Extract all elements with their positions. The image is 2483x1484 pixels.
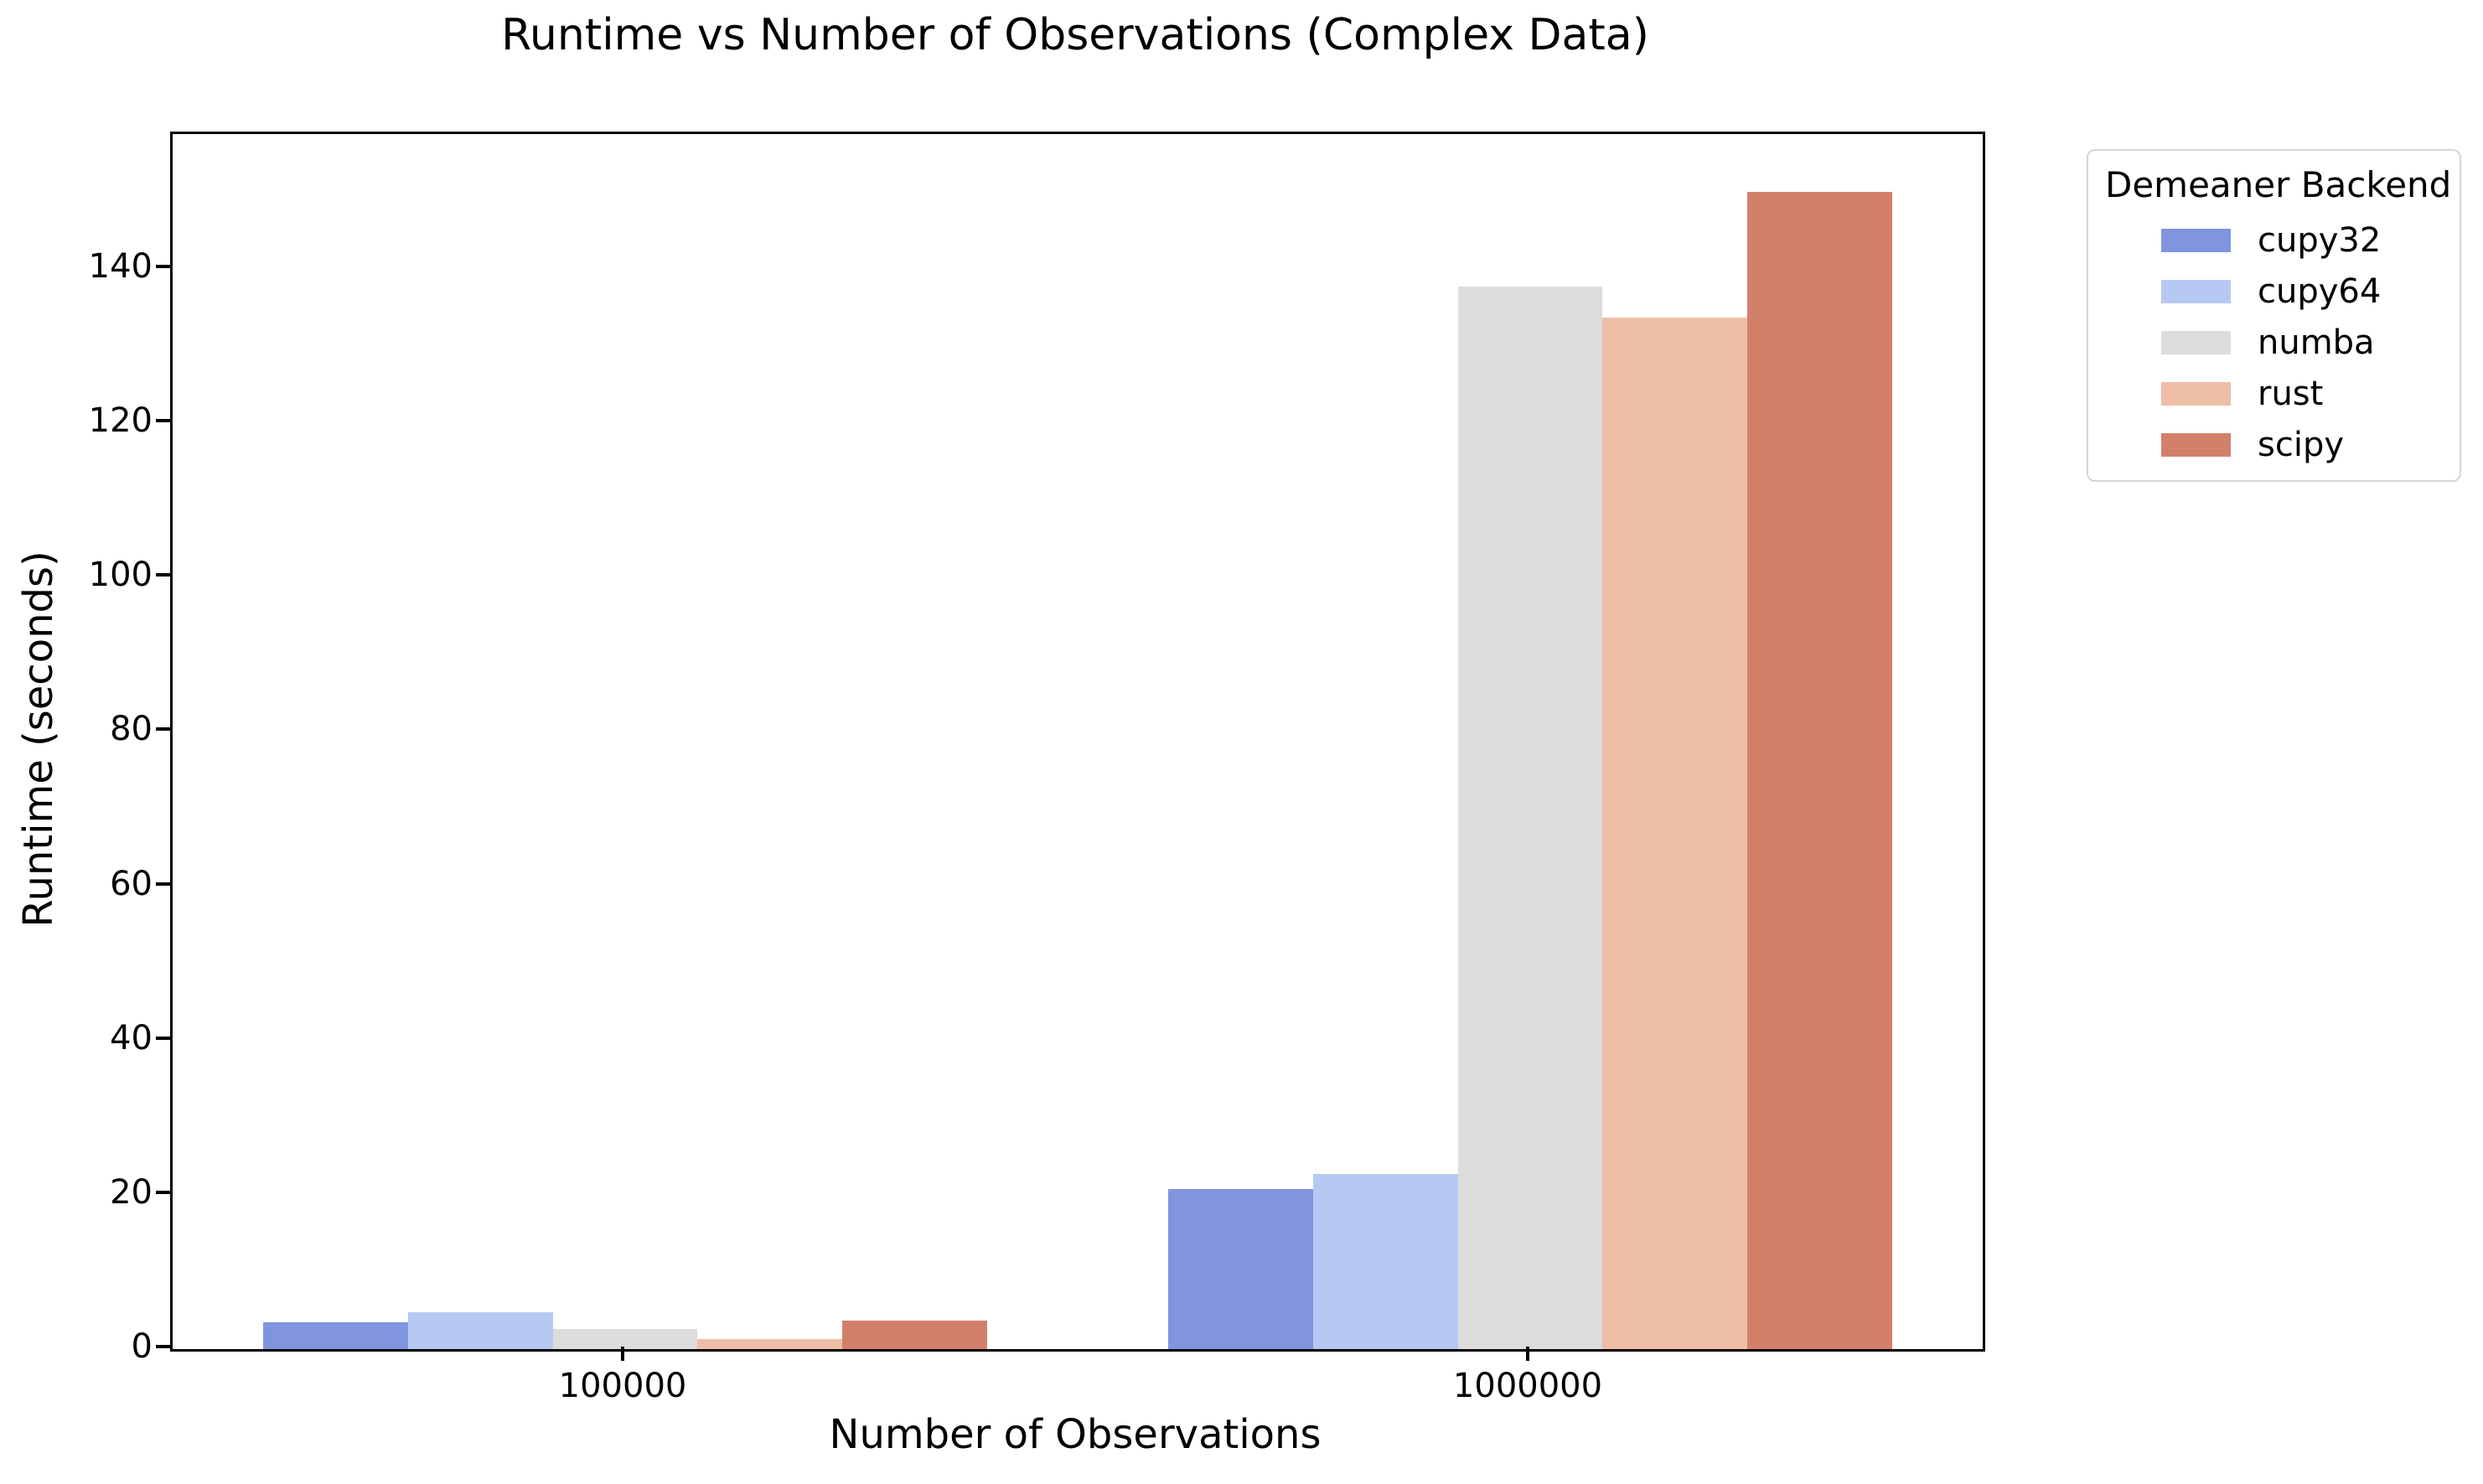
bar-cupy64-1000000 [1312,1174,1458,1349]
y-tick-120 [156,419,170,423]
y-tick-label-140: 140 [88,247,153,287]
y-tick-label-100: 100 [88,556,153,595]
y-tick-label-80: 80 [110,710,153,749]
chart-title: Runtime vs Number of Observations (Compl… [501,10,1649,60]
y-tick-0 [156,1345,170,1348]
y-tick-label-40: 40 [110,1018,153,1057]
y-tick-label-0: 0 [131,1327,153,1366]
y-tick-80 [156,727,170,732]
bar-scipy-100000 [842,1320,987,1349]
legend-item-cupy32: cupy32 [2105,224,2443,257]
legend-swatch-cupy64 [2161,280,2231,303]
legend-label-cupy32: cupy32 [2258,221,2382,260]
legend-item-cupy64: cupy64 [2105,275,2443,308]
bar-numba-100000 [552,1329,698,1349]
x-axis-label: Number of Observations [829,1411,1322,1458]
y-tick-label-60: 60 [110,864,153,903]
bar-scipy-1000000 [1747,192,1892,1349]
legend-label-rust: rust [2258,375,2324,413]
bar-numba-1000000 [1457,287,1603,1349]
legend-item-rust: rust [2105,377,2443,411]
plot-area [170,132,1985,1352]
x-tick-100000 [621,1347,624,1361]
y-tick-140 [156,265,170,269]
bar-rust-100000 [697,1339,843,1349]
y-tick-label-20: 20 [110,1172,153,1212]
legend-item-scipy: scipy [2105,428,2443,462]
bar-rust-1000000 [1602,318,1748,1349]
y-tick-60 [156,882,170,886]
legend-swatch-numba [2161,331,2231,354]
legend: Demeaner Backend cupy32 cupy64 numba rust sc… [2087,149,2461,482]
legend-swatch-scipy [2161,433,2231,457]
legend-items: cupy32 cupy64 numba rust scipy [2105,224,2443,462]
y-tick-label-120: 120 [88,401,153,441]
legend-item-numba: numba [2105,326,2443,359]
bar-cupy32-100000 [263,1321,408,1349]
legend-label-scipy: scipy [2258,426,2345,464]
legend-swatch-rust [2161,382,2231,406]
bar-cupy64-100000 [407,1311,553,1349]
y-tick-40 [156,1036,170,1040]
legend-label-cupy64: cupy64 [2258,272,2382,311]
y-tick-20 [156,1190,170,1194]
legend-title: Demeaner Backend [2105,164,2452,205]
y-axis-label: Runtime (seconds) [15,551,62,928]
y-tick-100 [156,573,170,577]
legend-label-numba: numba [2258,323,2375,362]
x-tick-label-1000000: 1000000 [1452,1367,1603,1405]
x-tick-1000000 [1526,1347,1529,1361]
legend-swatch-cupy32 [2161,229,2231,252]
bar-cupy32-1000000 [1168,1189,1313,1349]
x-tick-label-100000: 100000 [558,1367,687,1405]
